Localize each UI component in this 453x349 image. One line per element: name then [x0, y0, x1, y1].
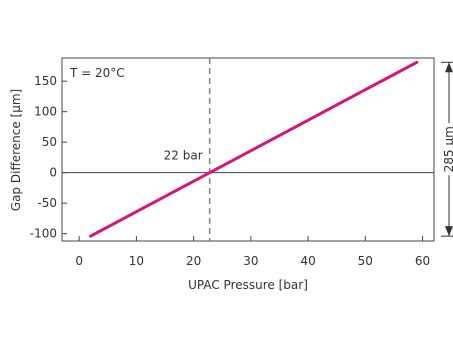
- temperature-label: T = 20°C: [69, 66, 125, 80]
- x-tick-label: 10: [129, 254, 144, 268]
- crossing-label: 22 bar: [164, 149, 203, 163]
- plot-frame: [61, 57, 435, 242]
- x-axis-title: UPAC Pressure [bar]: [188, 278, 308, 292]
- y-tick-label: 0: [49, 166, 57, 180]
- range-arrowhead-top: [445, 62, 453, 73]
- series-line: [89, 60, 419, 238]
- range-label: 285 µm: [442, 126, 453, 172]
- y-axis-ticks: -100 -50 0 50 100 150: [30, 74, 67, 241]
- range-label-background: [441, 123, 453, 176]
- x-tick-label: 30: [243, 254, 258, 268]
- y-tick-label: 50: [42, 135, 57, 149]
- y-tick-label: 150: [34, 74, 57, 88]
- y-tick-label: 100: [34, 105, 57, 119]
- x-tick-label: 60: [415, 254, 430, 268]
- x-axis-ticks: 0 10 20 30 40 50 60: [75, 236, 430, 268]
- y-tick-label: -100: [30, 227, 57, 241]
- range-arrowhead-bottom: [445, 226, 453, 237]
- x-tick-label: 20: [186, 254, 201, 268]
- series-layer: [89, 60, 419, 238]
- x-tick-label: 0: [75, 254, 83, 268]
- x-tick-label: 40: [300, 254, 315, 268]
- y-axis-title: Gap Difference [µm]: [9, 89, 23, 211]
- x-tick-label: 50: [358, 254, 373, 268]
- y-tick-label: -50: [37, 196, 57, 210]
